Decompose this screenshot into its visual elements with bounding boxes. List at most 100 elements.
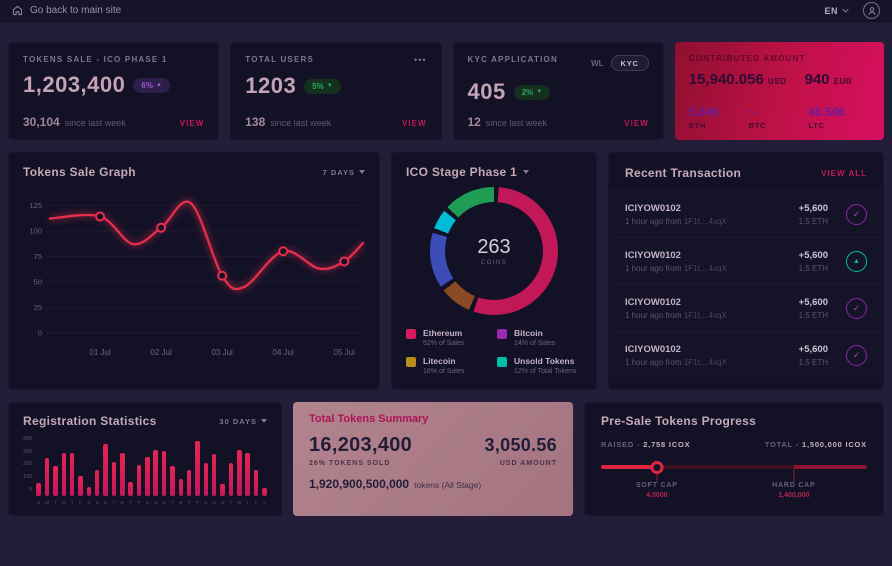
svg-text:100: 100 (29, 226, 42, 235)
language-label: EN (824, 5, 838, 16)
card-title: TOKENS SALE - ICO PHASE 1 (23, 55, 168, 64)
presale-progress-slider (601, 460, 867, 482)
topbar: Go back to main site EN (0, 0, 892, 22)
ico-stage-panel: ICO Stage Phase 1 263 COINS Ethereum 52% … (391, 152, 597, 390)
bar: S (86, 486, 92, 505)
transaction-row[interactable]: ICIYOW0102 1 hour ago from 1F1t....4xqX +5… (609, 284, 883, 331)
card-title: TOTAL USERS (245, 55, 315, 64)
svg-text:75: 75 (34, 252, 42, 261)
contributed-amount-card: CONTRIBUTED AMOUNT 15,940.056 USD 940 EUR … (674, 42, 884, 140)
total-label: TOTAL - 1,500,000 ICOX (764, 440, 867, 449)
ethereum-icon[interactable]: ▲ (846, 250, 867, 272)
topbar-right: EN (824, 2, 880, 19)
caret-down-icon[interactable] (523, 170, 530, 174)
svg-text:25: 25 (34, 303, 42, 312)
bar: S (262, 488, 267, 505)
delta-label: since last week (270, 118, 332, 128)
kyc-toggle-option[interactable]: KYC (610, 55, 649, 71)
bar: T (186, 469, 192, 505)
svg-text:01 Jul: 01 Jul (89, 348, 111, 357)
transaction-row[interactable]: ICIYOW0102 1 hour ago from 1F1t....4xqX +5… (609, 331, 883, 378)
bar: W (61, 453, 67, 505)
bar: W (178, 479, 184, 505)
bottom-row: Registration Statistics 30 DAYS 400 300 20… (8, 402, 884, 516)
bar: M (220, 484, 225, 505)
delta-label: since last week (485, 118, 547, 128)
bar: F (78, 476, 83, 505)
registration-statistics-panel: Registration Statistics 30 DAYS 400 300 20… (8, 402, 282, 516)
ico-stage-donut-chart: 263 COINS (430, 187, 558, 315)
bar: T (170, 466, 175, 505)
svg-text:125: 125 (29, 201, 42, 210)
delta-value: 12 (467, 115, 481, 129)
usd-amount-label: USD AMOUNT (499, 460, 557, 467)
total-tokens-value: 1,920,900,500,000 (309, 477, 410, 491)
transaction-row[interactable]: ICIYOW0102 1 hour ago from 1F1t....4xqX +5… (609, 190, 883, 237)
status-check-icon[interactable]: ✓ (846, 344, 867, 366)
language-selector[interactable]: EN (824, 6, 849, 16)
svg-text:04 Jul: 04 Jul (273, 348, 295, 357)
recent-transactions-panel: Recent Transaction VIEW ALL ICIYOW0102 1 … (608, 152, 884, 390)
card-title: KYC APPLICATION (467, 55, 558, 64)
card-menu-icon[interactable]: ••• (414, 55, 427, 65)
coin-amounts: 5.646 ETH ~ BTC 40.506 LTC (689, 105, 870, 130)
panel-title: Tokens Sale Graph (23, 165, 136, 179)
view-link[interactable]: VIEW (179, 119, 205, 128)
soft-cap: SOFT CAP 4,0000 (635, 482, 678, 499)
bar: T (53, 466, 58, 505)
wl-kyc-toggle: WL KYC (591, 55, 649, 71)
donut-legend: Ethereum 52% of Sales Bitcoin 14% of Sales L… (406, 328, 582, 375)
presale-progress-panel: Pre-Sale Tokens Progress RAISED - 2,758 … (584, 402, 884, 516)
total-users-value: 1203 (245, 73, 297, 98)
range-dropdown[interactable]: 30 DAYS (219, 417, 267, 426)
slider-track[interactable] (601, 465, 867, 469)
range-dropdown[interactable]: 7 DAYS (323, 168, 365, 177)
view-link[interactable]: VIEW (624, 119, 649, 128)
legend-swatch (406, 329, 416, 339)
usd-amount: 15,940.056 (688, 71, 764, 88)
view-link[interactable]: VIEW (402, 119, 427, 128)
bar: S (94, 469, 100, 505)
card-title: CONTRIBUTED AMOUNT (688, 54, 806, 63)
home-icon (12, 5, 23, 16)
hard-cap-tick (792, 469, 795, 482)
caret-down-icon (261, 419, 267, 423)
coin-amount-btc: ~ BTC (748, 105, 767, 130)
status-check-icon[interactable]: ✓ (846, 203, 867, 225)
chevron-down-icon (842, 8, 849, 13)
trend-down-icon: ▼ (326, 83, 333, 89)
total-tokens-label: tokens (All Stage) (414, 480, 482, 490)
total-tokens-summary-panel: Total Tokens Summary 16,203,400 3,050.56… (293, 402, 573, 516)
view-all-link[interactable]: VIEW ALL (821, 168, 867, 178)
legend-swatch (406, 357, 416, 367)
status-check-icon[interactable]: ✓ (846, 297, 867, 319)
delta-value: 138 (245, 115, 266, 129)
tokens-sale-card: TOKENS SALE - ICO PHASE 1 1,203,400 6% ▲ … (8, 42, 220, 140)
user-avatar[interactable] (863, 2, 880, 19)
tokens-sale-graph-panel: Tokens Sale Graph 7 DAYS 0 25 50 75 100 125 01… (8, 152, 380, 390)
bar: F (136, 464, 142, 505)
trend-down-icon: ▼ (536, 89, 543, 95)
slider-knob[interactable] (650, 460, 664, 474)
panel-title: ICO Stage Phase 1 (406, 165, 518, 179)
transactions-list: ICIYOW0102 1 hour ago from 1F1t....4xqX +5… (609, 190, 883, 378)
bar: S (153, 450, 158, 505)
svg-text:02 Jul: 02 Jul (150, 348, 172, 357)
back-to-main-site-link[interactable]: Go back to main site (12, 5, 121, 16)
wl-toggle-option[interactable]: WL (591, 58, 604, 68)
panel-title: Recent Transaction (625, 166, 742, 180)
kyc-trend-badge: 2% ▼ (513, 84, 551, 100)
bar: F (195, 441, 200, 505)
bar: T (69, 453, 75, 505)
legend-swatch (497, 329, 507, 339)
panel-title: Total Tokens Summary (309, 413, 429, 425)
caret-down-icon (359, 170, 365, 174)
bar: T (111, 462, 117, 505)
kyc-value: 405 (467, 79, 506, 104)
usd-amount-value: 3,050.56 (484, 435, 557, 455)
delta-label: since last week (64, 118, 126, 128)
bar: T (228, 463, 234, 505)
svg-text:05 Jul: 05 Jul (334, 348, 356, 357)
transaction-row[interactable]: ICIYOW0102 1 hour ago from 1F1t....4xqX +5… (609, 237, 883, 284)
